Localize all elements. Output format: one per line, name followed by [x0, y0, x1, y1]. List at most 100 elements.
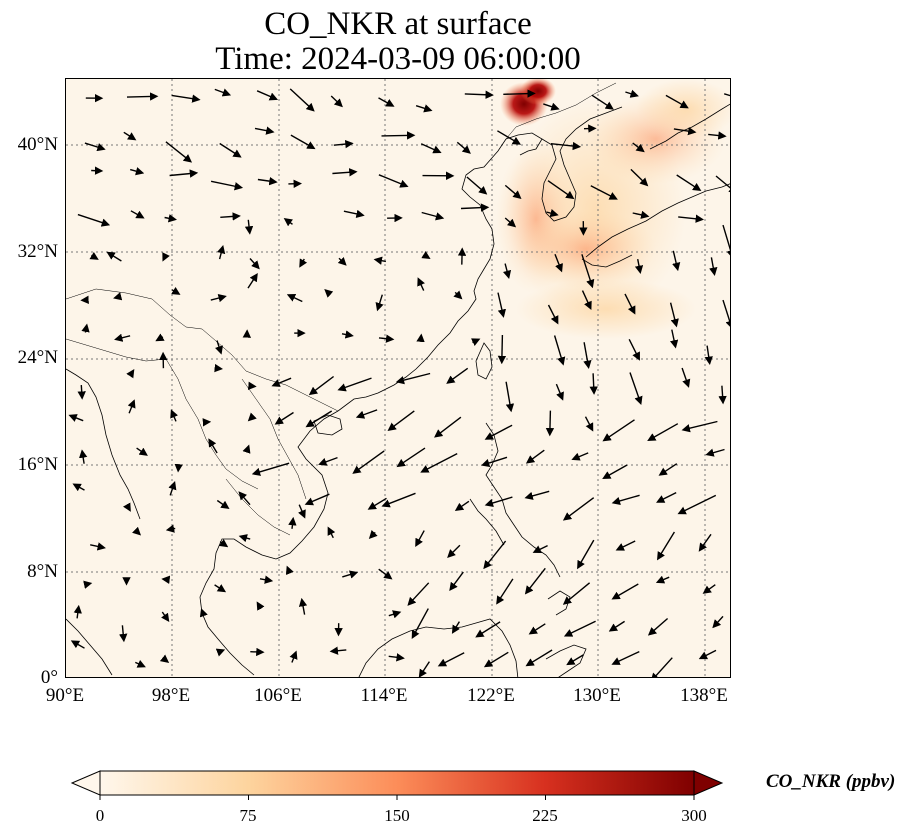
lon-tick-106e: 106°E: [254, 685, 302, 706]
lon-tick-122e: 122°E: [467, 685, 515, 706]
wind-arrow: [453, 290, 463, 300]
wind-arrow: [555, 383, 564, 401]
wind-arrow: [378, 174, 409, 188]
wind-arrow: [698, 649, 717, 660]
wind-arrow: [624, 293, 636, 315]
colorbar-tick-225: 225: [532, 806, 558, 825]
wind-arrow: [283, 217, 293, 227]
wind-arrow: [625, 89, 639, 98]
wind-arrow: [583, 342, 592, 369]
wind-arrow: [304, 493, 330, 506]
wind-arrow: [214, 88, 232, 97]
wind-arrow: [171, 286, 181, 295]
colorbar-gradient: [99, 770, 695, 796]
wind-arrow: [68, 414, 84, 422]
wind-arrow: [341, 330, 354, 339]
wind-arrow: [214, 363, 223, 373]
wind-arrow: [460, 203, 490, 212]
map-timestamp: Time: 2024-03-09 06:00:00: [215, 41, 581, 77]
colorbar-extend-max: [693, 770, 724, 796]
wind-arrow: [676, 174, 702, 192]
colorbar-tick-150: 150: [384, 806, 410, 825]
map-title: CO_NKR at surface: [264, 6, 532, 42]
wind-arrow: [199, 608, 208, 618]
wind-arrow: [130, 210, 145, 219]
wind-arrow: [456, 141, 471, 154]
wind-arrow: [123, 502, 131, 512]
wind-arrow: [373, 256, 387, 265]
wind-arrow: [543, 102, 560, 111]
wind-arrow: [496, 578, 514, 605]
colorbar-label: CO_NKR (ppbv): [766, 771, 896, 792]
lat-tick-8n: 8°N: [27, 561, 58, 582]
wind-arrow: [611, 583, 639, 600]
wind-arrow: [378, 334, 395, 343]
lon-tick-90e: 90°E: [45, 685, 85, 706]
wind-arrow: [337, 377, 372, 392]
wind-arrow: [471, 338, 481, 346]
wind-arrow: [634, 258, 644, 275]
wind-arrow: [591, 94, 614, 110]
wind-arrow: [437, 652, 465, 667]
wind-arrow: [553, 335, 566, 366]
wind-arrow: [381, 131, 416, 140]
lon-tick-98e: 98°E: [151, 685, 191, 706]
wind-arrow: [155, 333, 165, 342]
wind-arrow: [171, 94, 201, 103]
wind-arrow: [712, 615, 724, 629]
wind-arrow: [475, 621, 501, 638]
wind-arrow: [161, 575, 171, 584]
wind-arrow: [484, 496, 513, 508]
wind-arrow: [127, 399, 136, 414]
wind-arrow: [608, 620, 625, 632]
wind-arrow: [632, 210, 650, 219]
wind-arrow: [136, 447, 148, 456]
wind-arrow: [215, 648, 226, 657]
wind-arrow: [242, 444, 251, 454]
wind-arrow: [571, 452, 589, 461]
wind-arrow: [446, 367, 469, 384]
wind-arrow: [562, 582, 591, 605]
wind-arrow: [723, 93, 730, 97]
wind-arrow: [418, 661, 430, 677]
wind-arrow: [388, 610, 402, 619]
wind-arrow: [657, 531, 675, 561]
wind-arrow: [332, 168, 358, 177]
wind-arrow: [84, 142, 106, 152]
wind-arrow: [681, 420, 718, 433]
wind-arrow: [497, 130, 522, 145]
wind-arrow: [581, 254, 595, 289]
map-panel: [65, 78, 731, 678]
wind-arrow: [256, 90, 279, 101]
wind-arrow: [629, 372, 643, 405]
wind-arrow: [217, 244, 226, 260]
wind-arrow: [135, 659, 146, 668]
wind-arrow: [216, 499, 230, 509]
wind-arrow: [502, 263, 512, 280]
wind-arrow: [630, 168, 649, 187]
wind-arrow: [289, 650, 298, 663]
colorbar-tick-75: 75: [239, 806, 257, 825]
lon-tick-114e: 114°E: [360, 685, 408, 706]
wind-arrow: [464, 90, 494, 99]
country-borders: [66, 82, 617, 536]
wind-arrow: [210, 180, 244, 191]
wind-arrow: [89, 251, 99, 260]
wind-arrow: [123, 131, 137, 141]
wind-arrow: [647, 617, 669, 636]
wind-arrow: [563, 620, 596, 637]
wind-arrow: [330, 95, 343, 108]
wind-arrow: [584, 416, 594, 432]
wind-arrow: [274, 411, 294, 425]
coastlines: [66, 103, 730, 677]
wind-arrow: [387, 410, 415, 431]
wind-arrow: [214, 584, 227, 593]
wind-arrow: [669, 329, 679, 349]
wind-arrow: [288, 516, 297, 529]
wind-arrow: [329, 646, 347, 655]
wind-arrow: [259, 575, 274, 584]
wind-arrow: [615, 540, 636, 551]
wind-arrow: [669, 302, 679, 328]
map-canvas: [66, 79, 730, 677]
lat-tick-0: 0°: [40, 667, 58, 688]
